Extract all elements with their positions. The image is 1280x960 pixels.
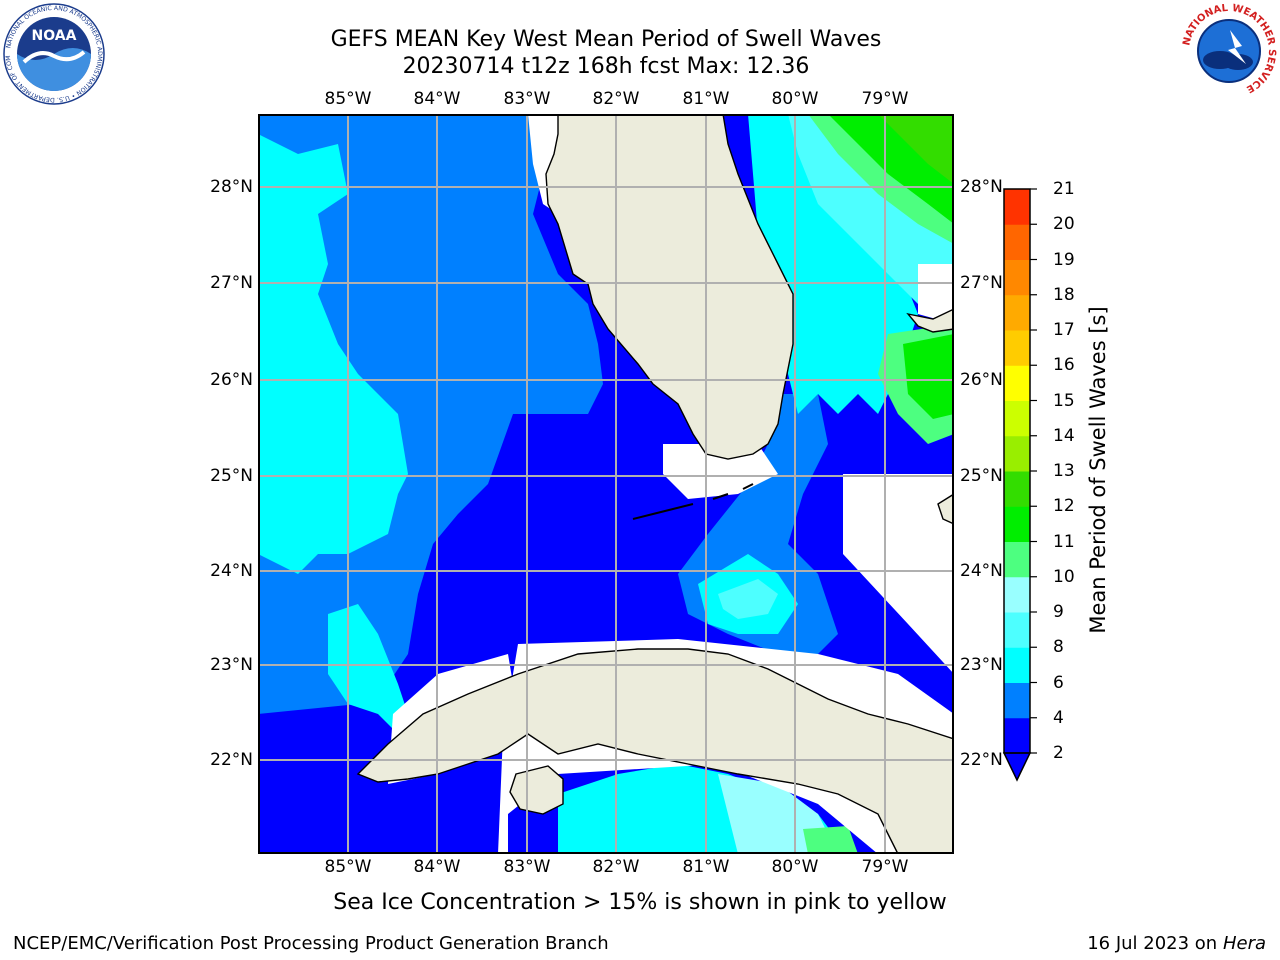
florida-keys [632,483,754,520]
noaa-logo: NATIONAL OCEANIC AND ATMOSPHERIC ADMINIS… [2,2,105,105]
lat-label-left: 22°N [210,750,253,770]
bahamas-land [906,308,954,333]
lon-label-bottom: 80°W [771,857,819,877]
sea-ice-note: Sea Ice Concentration > 15% is shown in … [333,890,947,915]
colorbar-swatch [1004,506,1030,542]
masked-zone-ne [918,264,954,324]
colorbar-swatch [1004,224,1030,260]
lat-label-left: 25°N [210,466,253,486]
colorbar-swatch [1004,435,1030,472]
colorbar-swatch [1004,189,1030,225]
wave-band-6-8 [258,134,408,574]
colorbar-label: 13 [1053,461,1075,481]
colorbar-swatch [1004,365,1030,401]
lon-label-bottom: 82°W [592,857,640,877]
graticule [258,114,954,854]
chart-title: GEFS MEAN Key West Mean Period of Swell … [330,27,882,52]
lat-label-right: 28°N [960,177,1003,197]
colorbar-label: 19 [1053,249,1075,270]
lon-label-top: 82°W [592,89,640,109]
lon-label-bottom: 83°W [503,857,551,877]
wave-band-8-9 [788,114,954,314]
colorbar-label: 11 [1053,531,1075,552]
wave-band-11-12-east [903,334,954,419]
colorbar-swatch [1004,717,1030,754]
lon-label-bottom: 85°W [324,857,372,877]
lat-label-left: 24°N [210,561,253,581]
colorbar-swatch [1004,400,1030,437]
masked-zone-east [843,474,954,674]
wave-band-8-9-keys [718,579,778,619]
colorbar-label: 6 [1053,672,1064,693]
lat-label-left: 27°N [210,273,253,293]
cuba-land [356,648,954,854]
lon-label-top: 79°W [861,89,909,109]
lon-label-top: 83°W [503,89,551,109]
florida-land [545,114,794,460]
colorbar-swatch [1004,294,1030,331]
colorbar-title: Mean Period of Swell Waves [s] [1086,306,1110,634]
lat-label-right: 24°N [960,561,1003,581]
colorbar-label: 20 [1053,214,1075,235]
lat-label-left: 26°N [210,370,253,390]
andros-land [937,493,954,525]
map-panel [258,114,954,854]
colorbar-extend-arrow [1002,752,1032,782]
colorbar-label: 12 [1053,496,1075,517]
colorbar-label: 2 [1053,743,1064,763]
credit-line: NCEP/EMC/Verification Post Processing Pr… [13,933,609,954]
lat-label-right: 25°N [960,466,1003,486]
wave-band-10-11-south [803,826,858,854]
lat-label-right: 27°N [960,273,1003,293]
colorbar-label: 15 [1053,390,1075,411]
lat-label-left: 28°N [210,177,253,197]
noaa-text: NOAA [32,28,77,44]
lat-label-left: 23°N [210,655,253,675]
lon-label-top: 85°W [324,89,372,109]
colorbar-label: 14 [1053,425,1075,446]
colorbar-label: 21 [1053,179,1075,199]
colorbar-swatch [1004,330,1030,366]
lon-label-bottom: 79°W [861,857,909,877]
map-frame [258,114,954,854]
colorbar-label: 16 [1053,355,1075,376]
lat-label-right: 23°N [960,655,1003,675]
lon-label-top: 84°W [413,89,461,109]
colorbar-swatch [1004,576,1030,613]
colorbar-swatch [1004,682,1030,719]
colorbar-label: 4 [1053,707,1064,728]
colorbar-swatch [1004,259,1030,296]
isla-juventud-land [509,765,564,815]
chart-subtitle: 20230714 t12z 168h fcst Max: 12.36 [402,54,810,79]
lon-label-bottom: 81°W [682,857,730,877]
colorbar-swatch [1004,471,1030,507]
lat-label-right: 26°N [960,370,1003,390]
colorbar-label: 9 [1053,602,1064,622]
colorbar-label: 8 [1053,637,1064,658]
date-line: 16 Jul 2023 on Hera [1087,933,1266,954]
colorbar-label: 10 [1053,566,1075,587]
wave-band-4-6 [258,114,603,714]
colorbar-swatch [1004,612,1030,648]
nws-logo: NATIONAL WEATHER SERVICE [1181,3,1277,98]
lat-label-right: 22°N [960,750,1003,770]
colorbar-label: 17 [1053,320,1075,340]
lon-label-bottom: 84°W [413,857,461,877]
lon-label-top: 81°W [682,89,730,109]
colorbar-swatch [1004,541,1030,578]
colorbar-swatch [1004,647,1030,683]
lon-label-top: 80°W [771,89,819,109]
wave-band-12-13 [878,114,954,184]
host-name: Hera [1222,933,1266,954]
colorbar [1002,188,1037,782]
colorbar-label: 18 [1053,284,1075,305]
